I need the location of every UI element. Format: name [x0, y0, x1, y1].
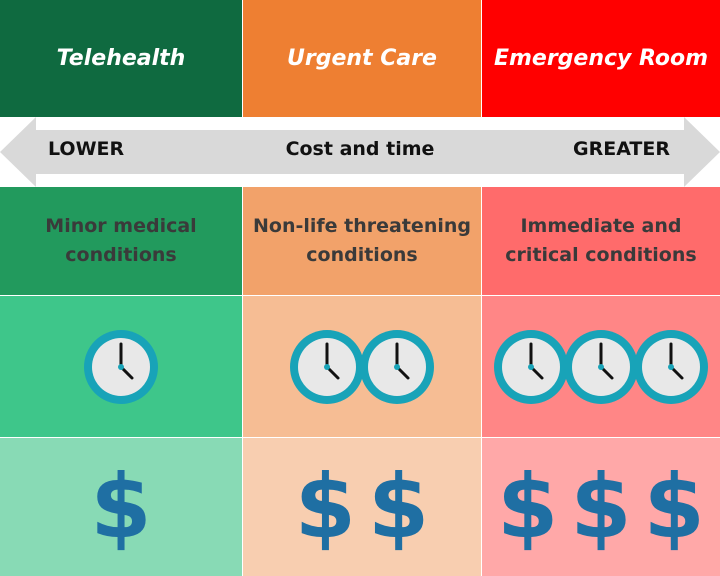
desc-line: critical conditions — [505, 244, 697, 266]
dollar-icon: $ — [497, 455, 559, 558]
cost-urgent-care: $ $ — [243, 438, 481, 576]
dollar-icon: $ — [294, 455, 356, 558]
clock-icon — [494, 329, 568, 404]
desc-emergency-room: Immediate and critical conditions — [482, 187, 720, 295]
desc-telehealth: Minor medical conditions — [0, 187, 242, 295]
desc-line: Non-life threatening — [253, 215, 471, 237]
time-telehealth — [0, 296, 242, 437]
clock-icon — [360, 329, 434, 404]
desc-urgent-care: Non-life threatening conditions — [243, 187, 481, 295]
clock-icon — [290, 329, 364, 404]
dollar-icon: $ — [90, 455, 152, 558]
header-title: Emergency Room — [493, 46, 709, 71]
clock-icon — [84, 329, 158, 404]
dollar-icon: $ — [368, 455, 430, 558]
header-urgent-care: Urgent Care — [243, 0, 481, 117]
scale-right-label: GREATER — [572, 138, 670, 160]
dollar-icon: $ — [643, 455, 705, 558]
scale-left-label: LOWER — [48, 138, 125, 160]
cost-emergency-room: $ $ $ — [482, 438, 720, 576]
cost-time-scale-arrow — [0, 117, 720, 187]
scale-center-label: Cost and time — [285, 138, 435, 160]
desc-line: conditions — [306, 244, 418, 266]
time-urgent-care — [243, 296, 481, 437]
clock-icon — [564, 329, 638, 404]
header-title: Urgent Care — [287, 46, 437, 71]
desc-line: Immediate and — [520, 215, 682, 237]
clock-icon — [634, 329, 708, 404]
time-emergency-room — [482, 296, 720, 437]
desc-line: conditions — [65, 244, 177, 266]
cost-telehealth: $ — [0, 438, 242, 576]
desc-line: Minor medical — [45, 215, 197, 237]
dollar-icon: $ — [570, 455, 632, 558]
header-title: Telehealth — [56, 46, 186, 71]
header-telehealth: Telehealth — [0, 0, 242, 117]
header-emergency-room: Emergency Room — [482, 0, 720, 117]
double-arrow-shape — [0, 117, 720, 187]
